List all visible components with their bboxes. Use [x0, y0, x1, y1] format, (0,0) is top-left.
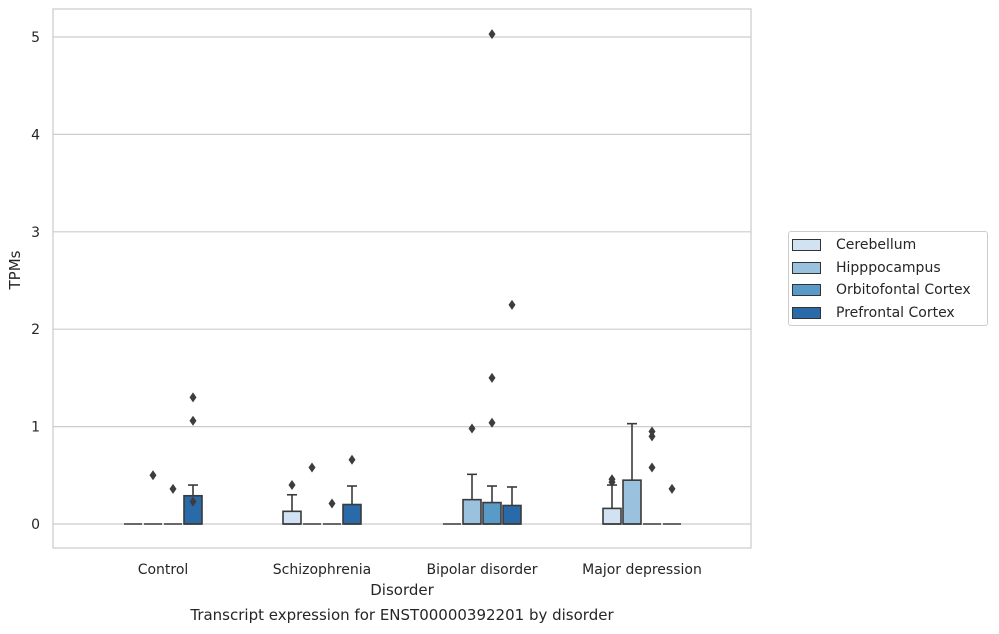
- y-tick-label: 1: [31, 420, 40, 436]
- legend-label: Prefrontal Cortex: [836, 305, 955, 321]
- y-axis-label: TPMs: [6, 250, 24, 290]
- outlier-point: [189, 392, 197, 403]
- legend-item-prefrontal-cortex: Prefrontal Cortex: [792, 303, 955, 323]
- box-cerebellum: [602, 507, 622, 525]
- plot-frame: [52, 8, 752, 549]
- box-prefrontal-cortex: [502, 504, 522, 525]
- x-tick-label: Major depression: [582, 562, 702, 578]
- box-orbitofontal-cortex: [482, 501, 502, 525]
- x-axis-label: Disorder: [370, 581, 434, 599]
- gridlines: [53, 36, 751, 525]
- outlier-point: [169, 483, 177, 494]
- outlier-point: [189, 496, 197, 507]
- y-tick-label: 0: [31, 517, 40, 533]
- outlier-point: [149, 470, 157, 481]
- legend-label: Hipppocampus: [836, 260, 941, 276]
- legend-item-hippocampus: Hipppocampus: [792, 258, 941, 278]
- legend-swatch: [792, 307, 821, 319]
- outliers: [149, 29, 676, 509]
- box-hipppocampus: [622, 479, 642, 525]
- box-prefrontal-cortex: [342, 503, 362, 525]
- outlier-point: [189, 415, 197, 426]
- legend-label: Cerebellum: [836, 237, 917, 253]
- chart-caption: Transcript expression for ENST0000039220…: [190, 606, 614, 624]
- x-tick-labels: Control Schizophrenia Bipolar disorder Majo…: [138, 562, 702, 578]
- y-tick-label: 4: [31, 127, 40, 143]
- outlier-point: [348, 454, 356, 465]
- outlier-point: [668, 483, 676, 494]
- legend-label: Orbitofontal Cortex: [836, 282, 971, 298]
- legend-swatch: [792, 284, 821, 296]
- x-tick-label: Control: [138, 562, 189, 578]
- outlier-point: [508, 299, 516, 310]
- boxes: [124, 422, 681, 525]
- outlier-point: [468, 423, 476, 434]
- outlier-point: [488, 29, 496, 40]
- outlier-point: [488, 417, 496, 428]
- legend-item-orbitofrontal-cortex: Orbitofontal Cortex: [792, 280, 971, 300]
- y-tick-label: 3: [31, 225, 40, 241]
- x-tick-label: Schizophrenia: [273, 562, 371, 578]
- legend-item-cerebellum: Cerebellum: [792, 235, 916, 255]
- outlier-point: [648, 426, 656, 437]
- y-tick-label: 2: [31, 322, 40, 338]
- legend-swatch: [792, 239, 821, 251]
- legend: Cerebellum Hipppocampus Orbitofontal Cor…: [788, 231, 988, 326]
- outlier-point: [488, 372, 496, 383]
- outlier-point: [328, 498, 336, 509]
- legend-swatch: [792, 262, 821, 274]
- y-tick-label: 5: [31, 30, 40, 46]
- box-hipppocampus: [462, 498, 482, 525]
- box-cerebellum: [282, 510, 302, 525]
- outlier-point: [608, 474, 616, 485]
- outlier-point: [288, 480, 296, 491]
- x-tick-label: Bipolar disorder: [426, 562, 537, 578]
- y-tick-labels: 0 1 2 3 4 5: [31, 30, 40, 533]
- outlier-point: [648, 462, 656, 473]
- outlier-point: [308, 462, 316, 473]
